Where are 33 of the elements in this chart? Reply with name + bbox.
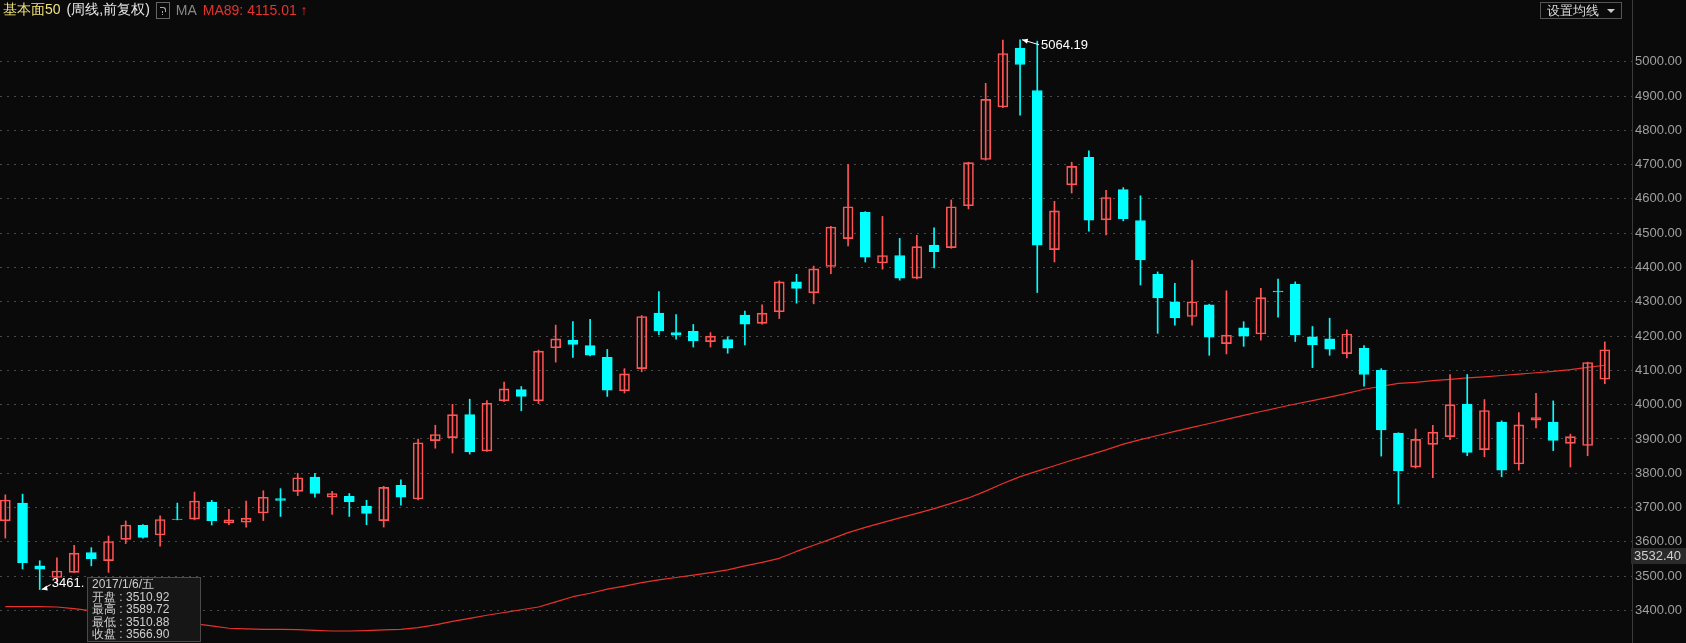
- y-tick-label: 3400.00: [1635, 602, 1682, 617]
- y-tick-label: 3600.00: [1635, 533, 1682, 549]
- y-tick-label: 4500.00: [1635, 224, 1682, 240]
- candlestick: [343, 493, 355, 517]
- annotation: 2017/1/6/五: [92, 577, 156, 591]
- y-tick-label: 4100.00: [1635, 361, 1682, 377]
- text: MA89: 4115.01 ↑: [202, 2, 308, 18]
- y-tick-label: 4400.00: [1635, 259, 1682, 275]
- y-tick-label: 3900.00: [1635, 430, 1682, 446]
- chart-subtitle: (周线,前复权): [66, 1, 150, 19]
- annotation: 最高 : 3589.72: [92, 602, 171, 617]
- y-tick-label: 4900.00: [1635, 87, 1682, 103]
- y-tick-label: 3700.00: [1635, 499, 1682, 515]
- annotation: 最低 : 3510.88: [92, 614, 171, 629]
- y-tick-label: 4000.00: [1635, 396, 1682, 412]
- annotation: 开盘 : 3510.92: [92, 589, 171, 604]
- y-tick-label: 3800.00: [1635, 464, 1682, 480]
- legend-title: MA: [175, 2, 197, 18]
- y-tick-label: 3500.00: [1635, 567, 1682, 583]
- chart-title: 基本面50: [3, 1, 61, 19]
- text: 3532.40: [1631, 548, 1686, 564]
- annotation: 收盘 : 3566.90: [92, 627, 171, 642]
- y-tick-label: 4200.00: [1635, 327, 1682, 343]
- annotation: 设置均线: [1547, 3, 1599, 18]
- y-tick-label: 4300.00: [1635, 293, 1682, 309]
- y-tick-label: 4700.00: [1635, 156, 1682, 172]
- y-tick-label: 5000.00: [1635, 53, 1682, 69]
- y-tick-label: 4800.00: [1635, 121, 1682, 137]
- candlestick: [567, 321, 579, 358]
- candlestick: [1272, 278, 1284, 318]
- annotation: 3461.: [51, 575, 85, 591]
- y-tick-label: 4600.00: [1635, 190, 1682, 206]
- annotation: 5064.19: [1041, 37, 1089, 53]
